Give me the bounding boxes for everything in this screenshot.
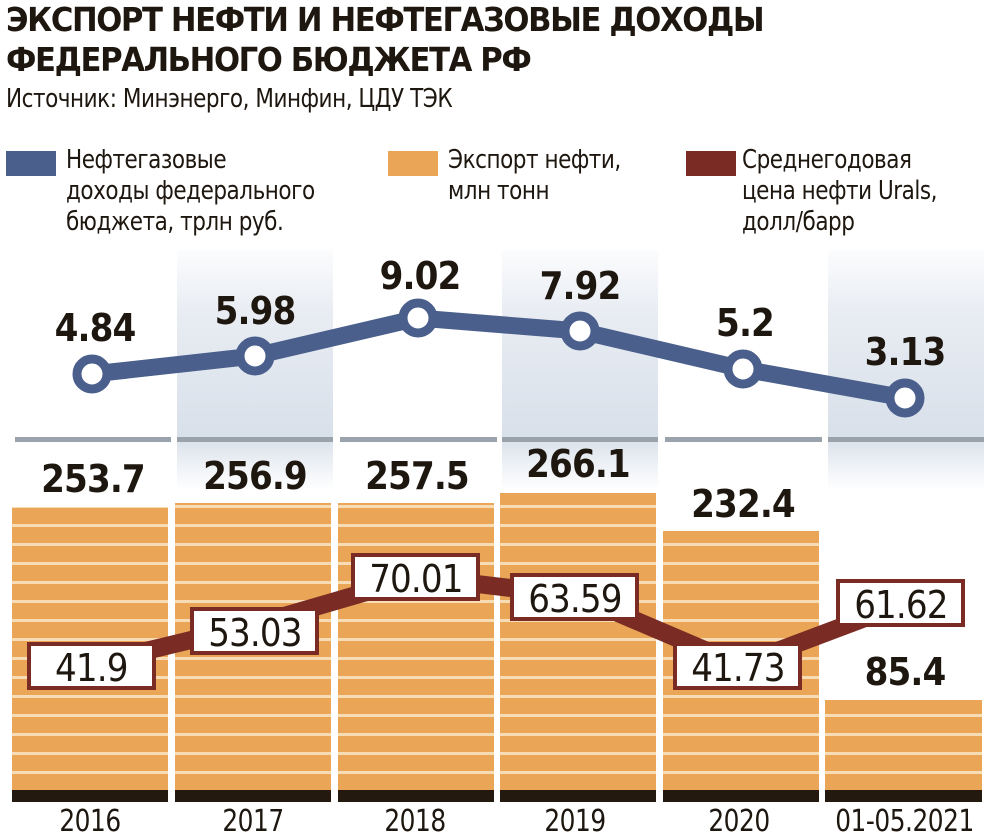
label-urals-2019: 63.59 <box>510 573 639 621</box>
label-urals-2020: 41.73 <box>673 642 802 690</box>
label-revenue-2021: 3.13 <box>864 330 947 374</box>
label-urals-2021: 61.62 <box>836 579 965 627</box>
legend-swatch-revenue <box>6 151 56 176</box>
separator-line <box>15 437 171 442</box>
x-tick-2019: 2019 <box>544 804 606 839</box>
chart-title-line2: ФЕДЕРАЛЬНОГО БЮДЖЕТА РФ <box>6 40 532 79</box>
bar-base <box>175 790 331 802</box>
label-export-2021: 85.4 <box>864 650 947 694</box>
bar-export-2018 <box>338 503 494 790</box>
label-revenue-2020: 5.2 <box>716 301 775 345</box>
marker-revenue-2016 <box>72 354 112 394</box>
legend-label-urals: Среднегодовая цена нефти Urals, долл/бар… <box>742 145 938 237</box>
legend-swatch-export <box>388 151 438 176</box>
label-urals-2018: 70.01 <box>351 553 480 601</box>
label-urals-2016: 41.9 <box>27 642 156 690</box>
label-revenue-2016: 4.84 <box>54 306 137 350</box>
chart-title: ЭКСПОРТ НЕФТИ И НЕФТЕГАЗОВЫЕ ДОХОДЫ ФЕДЕ… <box>6 0 765 80</box>
x-tick-2018: 2018 <box>384 804 446 839</box>
label-export-2016: 253.7 <box>41 457 146 501</box>
column-shade-2019 <box>502 250 658 490</box>
separator-line <box>340 437 497 442</box>
marker-revenue-2021 <box>885 378 925 418</box>
x-tick-2020: 2020 <box>708 804 770 839</box>
label-export-2019: 266.1 <box>526 442 631 486</box>
label-urals-2017: 53.03 <box>190 607 319 655</box>
x-tick-2021: 01-05.2021 <box>835 804 974 839</box>
bar-export-2019 <box>500 493 656 790</box>
bar-export-2021 <box>825 700 982 790</box>
label-export-2020: 232.4 <box>691 482 796 526</box>
bar-base <box>825 790 982 802</box>
marker-revenue-2018 <box>398 298 438 338</box>
column-shade-2021 <box>828 250 984 490</box>
x-tick-2016: 2016 <box>59 804 121 839</box>
separator-line <box>502 437 658 442</box>
separator-line <box>828 437 984 442</box>
label-export-2017: 256.9 <box>203 454 308 498</box>
legend-swatch-urals <box>686 151 736 176</box>
legend-label-export: Экспорт нефти, млн тонн <box>448 145 621 206</box>
chart-source: Источник: Минэнерго, Минфин, ЦДУ ТЭК <box>6 84 453 114</box>
separator-line <box>177 437 333 442</box>
separator-line <box>665 437 822 442</box>
label-revenue-2018: 9.02 <box>379 254 462 298</box>
marker-revenue-2020 <box>723 349 763 389</box>
bar-base <box>500 790 656 802</box>
line-oilgas-revenue <box>91 309 907 407</box>
bar-base <box>663 790 819 802</box>
bar-base <box>12 790 168 802</box>
label-export-2018: 257.5 <box>365 454 470 498</box>
label-revenue-2017: 5.98 <box>214 289 297 333</box>
marker-revenue-2017 <box>235 336 275 376</box>
label-revenue-2019: 7.92 <box>539 264 622 308</box>
bar-base <box>338 790 494 802</box>
legend-label-revenue: Нефтегазовые доходы федерального бюджета… <box>66 145 315 237</box>
x-tick-2017: 2017 <box>222 804 284 839</box>
marker-revenue-2019 <box>560 311 600 351</box>
chart-title-line1: ЭКСПОРТ НЕФТИ И НЕФТЕГАЗОВЫЕ ДОХОДЫ <box>6 0 765 39</box>
